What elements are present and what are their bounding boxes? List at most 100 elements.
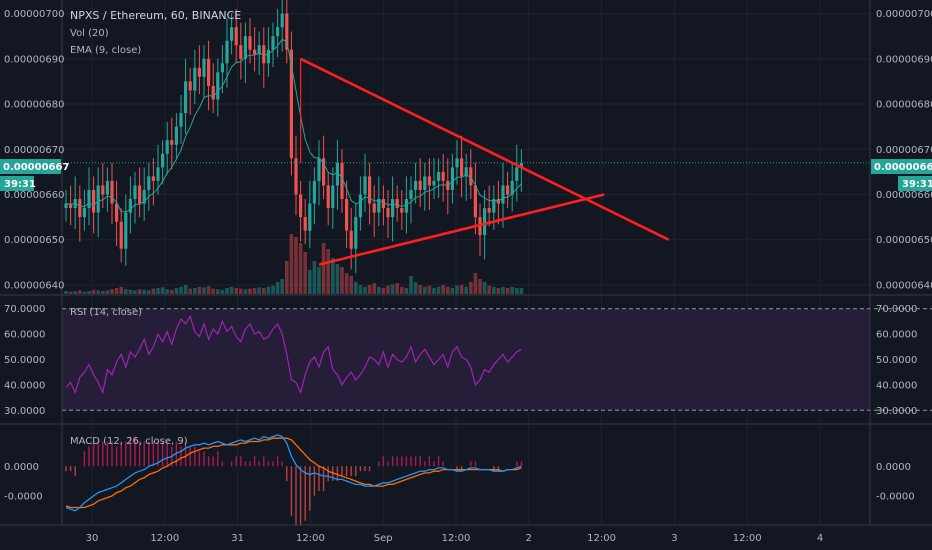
- candle-body: [239, 45, 243, 59]
- candle: [151, 158, 155, 206]
- candle: [285, 0, 289, 64]
- volume-bar: [427, 285, 432, 294]
- candle: [308, 180, 312, 248]
- candle: [418, 158, 422, 208]
- candle: [211, 63, 215, 114]
- candle: [395, 185, 399, 222]
- candle-body: [381, 199, 385, 209]
- volume-bar: [413, 282, 418, 294]
- candle: [64, 189, 68, 222]
- candle: [165, 122, 169, 175]
- volume-bar: [303, 252, 307, 294]
- trendline-lower[interactable]: [318, 193, 605, 266]
- volume-bar: [487, 285, 491, 294]
- macd-axis[interactable]: 0.0000 0.0000 -0.0000 -0.0000: [4, 462, 915, 503]
- candle: [115, 180, 119, 247]
- trendline-upper[interactable]: [300, 57, 670, 241]
- candle-body: [101, 185, 105, 195]
- price-axis[interactable]: 0.00000700 0.00000700 0.00000690 0.00000690…: [4, 9, 932, 291]
- rsi-axis[interactable]: 70.0000 70.0000 60.0000 60.0000 50.0000 50.00…: [4, 304, 917, 417]
- candle-body: [331, 185, 335, 209]
- volume-bar: [446, 286, 450, 294]
- volume-bar: [344, 273, 349, 294]
- volume-bar: [478, 279, 482, 294]
- candle: [207, 40, 211, 111]
- candle: [110, 162, 114, 225]
- volume-bar: [82, 291, 87, 294]
- volume-bar: [234, 288, 238, 294]
- price-ticks-label: 0.00000680: [876, 100, 932, 111]
- rsi-label: RSI (14, close): [70, 307, 142, 318]
- candle-body: [372, 203, 376, 213]
- candle-body: [492, 199, 496, 213]
- time-axis[interactable]: 30 12:00 31 12:00 Sep 12:00 2 12:00 3 12:00 4: [86, 533, 824, 544]
- volume-bar: [225, 288, 229, 294]
- volume-bar: [78, 290, 82, 294]
- volume-bar: [436, 286, 441, 294]
- candle: [441, 153, 445, 202]
- candle: [519, 149, 523, 192]
- candle: [400, 189, 404, 230]
- volume-bar: [400, 286, 404, 294]
- candle-body: [243, 36, 247, 59]
- candle-body: [92, 189, 96, 213]
- volume-bar: [160, 287, 165, 294]
- candle: [506, 171, 510, 209]
- candle: [487, 185, 491, 227]
- candle-body: [262, 45, 266, 64]
- time-axis-label: 30: [86, 533, 99, 544]
- candle-body: [271, 36, 275, 50]
- volume-bar: [482, 282, 487, 294]
- volume-bar: [409, 276, 413, 294]
- volume-bar: [381, 288, 386, 294]
- price-tag-right-bg: [871, 159, 932, 174]
- candle: [69, 185, 73, 226]
- rsi-pane: [62, 308, 932, 411]
- candle: [197, 45, 201, 95]
- candle: [161, 140, 165, 185]
- candle: [437, 158, 441, 199]
- candle: [216, 58, 220, 117]
- candle-body: [423, 176, 427, 190]
- price-ticks-label: 0.00000670: [4, 145, 64, 156]
- candle-body: [257, 45, 261, 55]
- candle-body: [409, 189, 413, 200]
- candle-body: [161, 153, 165, 168]
- rsi-line: [65, 314, 522, 395]
- candle-body: [455, 158, 459, 168]
- candle: [156, 144, 160, 195]
- candle-body: [230, 27, 234, 41]
- candle: [87, 167, 91, 226]
- candle: [349, 208, 353, 270]
- candle: [368, 162, 372, 225]
- candle-body: [510, 180, 514, 195]
- candle-body: [368, 176, 372, 204]
- ema-label: EMA (9, close): [70, 45, 141, 56]
- candle: [354, 203, 358, 274]
- volume-bar: [252, 288, 257, 294]
- volume-bar: [124, 289, 128, 294]
- rsi-ticks-label: 50.0000: [4, 355, 45, 366]
- candle-body: [473, 185, 477, 218]
- volume-bar: [331, 258, 335, 294]
- volume-bar: [64, 291, 68, 294]
- triangle-drawing[interactable]: [300, 57, 670, 266]
- volume-bar: [105, 290, 110, 294]
- candle: [469, 149, 473, 200]
- candle-body: [469, 167, 473, 186]
- candle-body: [188, 81, 192, 91]
- volume-bar: [386, 285, 390, 294]
- candle-body: [128, 199, 132, 213]
- volume-bar: [326, 249, 330, 294]
- volume-bar: [321, 243, 326, 294]
- candle: [450, 153, 454, 204]
- volume-bar: [275, 282, 280, 294]
- volume-bar: [418, 285, 422, 294]
- candle-body: [82, 208, 86, 218]
- price-ticks-label: 0.00000660: [4, 190, 64, 201]
- candle-body: [483, 208, 487, 236]
- volume-bar: [515, 288, 519, 294]
- volume-bar: [464, 286, 468, 294]
- candle-body: [391, 199, 395, 218]
